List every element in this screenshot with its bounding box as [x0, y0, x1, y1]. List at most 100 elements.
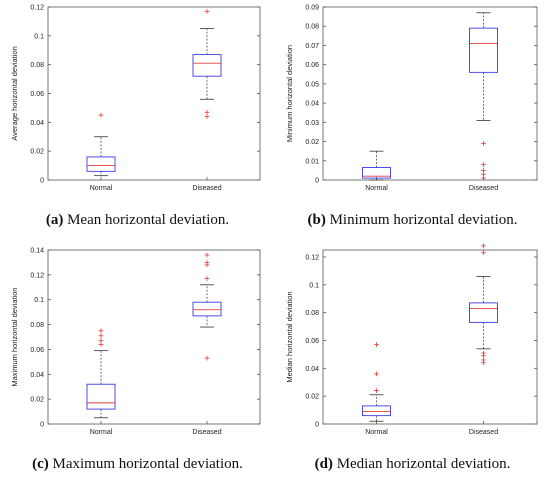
iqr-box	[192, 301, 222, 317]
y-tick-label: 0	[315, 422, 319, 429]
y-tick-label: 0.02	[305, 394, 319, 401]
x-tick-label: Diseased	[469, 185, 498, 192]
y-tick-label: 0.06	[30, 347, 44, 354]
chart-a: 0 0.02 0.04 0.06 0.08 0.1 0.12 Average horizont…	[10, 5, 261, 192]
y-tick-label: 0.04	[305, 101, 319, 108]
iqr-box	[469, 27, 498, 73]
y-tick-label: 0.12	[305, 254, 319, 261]
x-tick-label: Diseased	[469, 429, 498, 436]
caption-b-letter: (b)	[307, 212, 326, 228]
box-diseased	[469, 243, 498, 366]
outlier-point	[204, 109, 210, 115]
plot-frame	[322, 249, 538, 425]
iqr-box	[362, 405, 391, 417]
outlier-point	[374, 342, 379, 348]
y-tick-label: 0.07	[305, 43, 319, 50]
x-tick-label: Normal	[90, 429, 113, 436]
x-tick-label: Normal	[365, 185, 388, 192]
outlier-point	[374, 388, 379, 393]
iqr-box	[86, 383, 116, 410]
y-tick-label: 0	[40, 178, 44, 185]
outlier-point	[98, 112, 104, 118]
iqr-box	[86, 156, 116, 172]
y-tick-label: 0.14	[30, 248, 44, 255]
outlier-point	[374, 371, 379, 377]
outlier-point	[481, 175, 486, 181]
y-tick-label: 0	[315, 178, 319, 185]
outlier-point	[98, 328, 104, 334]
y-tick-label: 0.05	[305, 81, 319, 88]
y-axis-label: Average horizontal deviation	[10, 46, 19, 141]
iqr-box	[362, 167, 391, 179]
box-normal	[86, 328, 116, 419]
outlier-point	[481, 162, 486, 168]
outlier-point	[481, 243, 486, 249]
x-tick-label: Diseased	[192, 429, 221, 436]
y-tick-label: 0.1	[309, 282, 319, 289]
plot-frame	[47, 6, 261, 181]
y-tick-label: 0	[40, 422, 44, 429]
outlier-point	[481, 353, 486, 359]
y-tick-label: 0.12	[30, 272, 44, 279]
box-diseased	[192, 8, 222, 119]
box-normal	[362, 150, 391, 181]
iqr-box	[469, 302, 498, 323]
y-axis-label: Maximum horizontal deviation	[10, 287, 19, 386]
outlier-point	[204, 262, 210, 268]
y-tick-label: 0.06	[305, 62, 319, 69]
outlier-point	[204, 355, 210, 361]
y-tick-label: 0.02	[305, 139, 319, 146]
outlier-point	[98, 342, 104, 347]
box-diseased	[469, 12, 498, 181]
caption-b: (b) Minimum horizontal deviation.	[275, 212, 550, 229]
x-tick-label: Normal	[365, 429, 388, 436]
y-tick-label: 0.02	[30, 397, 44, 404]
x-tick-label: Normal	[90, 185, 113, 192]
outlier-point	[204, 252, 210, 258]
box-normal	[362, 342, 391, 422]
outlier-point	[481, 141, 486, 146]
plot-frame	[322, 6, 538, 181]
y-tick-label: 0.06	[305, 338, 319, 345]
outlier-point	[204, 114, 210, 119]
chart-d: 0 0.02 0.04 0.06 0.08 0.1 0.12 Median horizonta…	[285, 243, 538, 436]
y-tick-label: 0.04	[30, 372, 44, 379]
y-tick-label: 0.03	[305, 120, 319, 127]
caption-c-letter: (c)	[32, 456, 49, 472]
caption-b-text: Minimum horizontal deviation.	[329, 212, 518, 228]
chart-b: 0 0.01 0.02 0.03 0.04 0.05 0.06 0.07 0.08 0.09 Min…	[285, 5, 538, 192]
y-tick-label: 0.08	[305, 24, 319, 31]
chart-c: 0 0.02 0.04 0.06 0.08 0.1 0.12 0.14 Maximum hori…	[10, 248, 261, 436]
caption-a: (a) Mean horizontal deviation.	[0, 212, 275, 229]
y-axis-label: Median horizontal deviation	[285, 291, 294, 382]
caption-a-letter: (a)	[45, 212, 64, 228]
iqr-box	[192, 54, 222, 77]
caption-c-text: Maximum horizontal deviation.	[52, 456, 243, 472]
plot-frame	[47, 249, 261, 425]
y-tick-label: 0.1	[34, 297, 44, 304]
outlier-point	[204, 8, 210, 14]
y-tick-label: 0.08	[30, 62, 44, 69]
caption-a-text: Mean horizontal deviation.	[67, 212, 230, 228]
y-tick-label: 0.12	[30, 5, 44, 12]
y-tick-label: 0.08	[30, 322, 44, 329]
box-diseased	[192, 252, 222, 361]
box-normal	[86, 112, 116, 177]
y-tick-label: 0.1	[34, 33, 44, 40]
y-tick-label: 0.04	[30, 120, 44, 127]
outlier-point	[204, 276, 210, 281]
x-tick-label: Diseased	[192, 185, 221, 192]
y-tick-label: 0.09	[305, 5, 319, 12]
y-axis-label: Minimum horizontal deviation	[285, 45, 294, 142]
y-tick-label: 0.08	[305, 310, 319, 317]
y-tick-label: 0.06	[30, 91, 44, 98]
caption-d-letter: (d)	[314, 456, 333, 472]
outlier-point	[481, 360, 486, 366]
caption-d: (d) Median horizontal deviation.	[275, 456, 550, 473]
outlier-point	[481, 250, 486, 256]
y-tick-label: 0.02	[30, 149, 44, 156]
caption-c: (c) Maximum horizontal deviation.	[0, 456, 275, 473]
y-tick-label: 0.04	[305, 366, 319, 373]
caption-d-text: Median horizontal deviation.	[336, 456, 511, 472]
y-tick-label: 0.01	[305, 158, 319, 165]
